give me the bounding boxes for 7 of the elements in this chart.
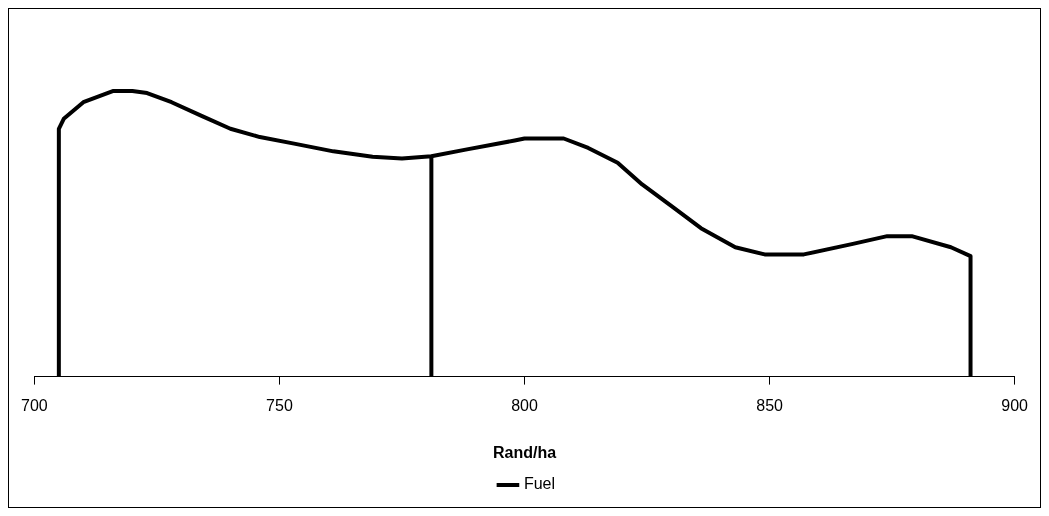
x-tick-label: 850: [756, 396, 784, 414]
x-axis-title: Rand/ha: [492, 443, 557, 461]
x-tick-label: 800: [511, 396, 538, 414]
legend-label: Fuel: [523, 475, 556, 493]
x-tick-label: 700: [21, 396, 48, 414]
x-tick-label: 750: [266, 396, 293, 414]
x-tick-label: 900: [1001, 396, 1029, 414]
